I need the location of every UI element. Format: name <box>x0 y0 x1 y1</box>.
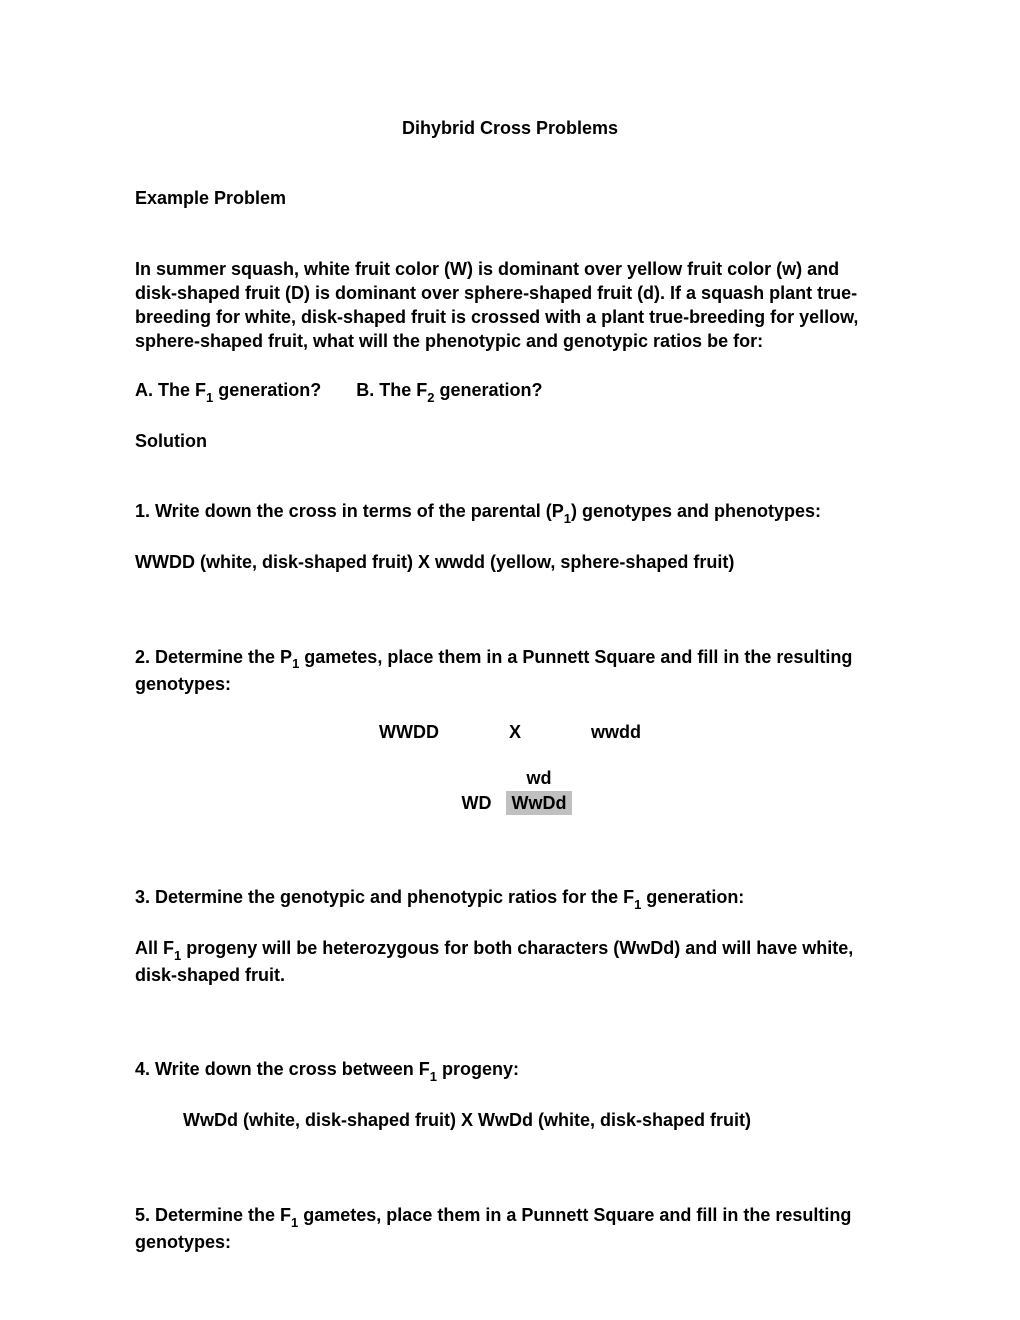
step-5-pre: 5. Determine the F <box>135 1205 291 1225</box>
step-2-sub: 1 <box>292 656 299 671</box>
question-b-pre: B. The F <box>356 380 427 400</box>
step-1-text: 1. Write down the cross in terms of the … <box>135 499 885 526</box>
step-4-pre: 4. Write down the cross between F <box>135 1059 430 1079</box>
step-4-post: progeny: <box>437 1059 519 1079</box>
step-2-cross: WWDD X wwdd <box>135 720 885 744</box>
step-3-sub: 1 <box>634 897 641 912</box>
punnett-col-header: wd <box>506 766 573 790</box>
question-a-post: generation? <box>213 380 321 400</box>
step-1: 1. Write down the cross in terms of the … <box>135 499 885 574</box>
question-a-pre: A. The F <box>135 380 206 400</box>
table-row: WD WwDd <box>448 791 573 815</box>
page-title: Dihybrid Cross Problems <box>135 116 885 140</box>
step-3-text: 3. Determine the genotypic and phenotypi… <box>135 885 885 912</box>
step-3-result-pre: All F <box>135 938 174 958</box>
step-4-text: 4. Write down the cross between F1 proge… <box>135 1057 885 1084</box>
punnett-cell: WwDd <box>506 791 573 815</box>
page: Dihybrid Cross Problems Example Problem … <box>0 0 1020 1314</box>
punnett-row-header: WD <box>448 791 506 815</box>
step-2-pre: 2. Determine the P <box>135 647 292 667</box>
step-3: 3. Determine the genotypic and phenotypi… <box>135 885 885 987</box>
step-1-cross: WWDD (white, disk-shaped fruit) X wwdd (… <box>135 550 885 574</box>
step-1-sub: 1 <box>564 511 571 526</box>
step-3-result-post: progeny will be heterozygous for both ch… <box>135 938 853 985</box>
step-1-post: ) genotypes and phenotypes: <box>571 501 821 521</box>
example-label: Example Problem <box>135 186 885 210</box>
problem-questions: A. The F1 generation? B. The F2 generati… <box>135 378 885 405</box>
step-2: 2. Determine the P1 gametes, place them … <box>135 645 885 815</box>
solution-label: Solution <box>135 429 885 453</box>
step-3-pre: 3. Determine the genotypic and phenotypi… <box>135 887 634 907</box>
step-4-sub: 1 <box>430 1069 437 1084</box>
punnett-empty <box>448 766 506 790</box>
step-4: 4. Write down the cross between F1 proge… <box>135 1057 885 1132</box>
step-4-cross: WwDd (white, disk-shaped fruit) X WwDd (… <box>135 1108 885 1132</box>
step-5: 5. Determine the F1 gametes, place them … <box>135 1203 885 1254</box>
step-5-text: 5. Determine the F1 gametes, place them … <box>135 1203 885 1254</box>
step-3-result-sub: 1 <box>174 948 181 963</box>
step-1-pre: 1. Write down the cross in terms of the … <box>135 501 564 521</box>
punnett-square: wd WD WwDd <box>135 766 885 815</box>
question-b-sub: 2 <box>427 390 434 405</box>
question-b-post: generation? <box>434 380 542 400</box>
cross-mid: X <box>509 720 521 744</box>
problem-statement: In summer squash, white fruit color (W) … <box>135 257 885 354</box>
cross-right: wwdd <box>591 720 641 744</box>
punnett-table: wd WD WwDd <box>448 766 573 815</box>
cross-left: WWDD <box>379 720 439 744</box>
question-a-sub: 1 <box>206 390 213 405</box>
step-2-text: 2. Determine the P1 gametes, place them … <box>135 645 885 696</box>
step-3-post: generation: <box>641 887 744 907</box>
table-row: wd <box>448 766 573 790</box>
step-3-result: All F1 progeny will be heterozygous for … <box>135 936 885 987</box>
step-5-sub: 1 <box>291 1215 298 1230</box>
